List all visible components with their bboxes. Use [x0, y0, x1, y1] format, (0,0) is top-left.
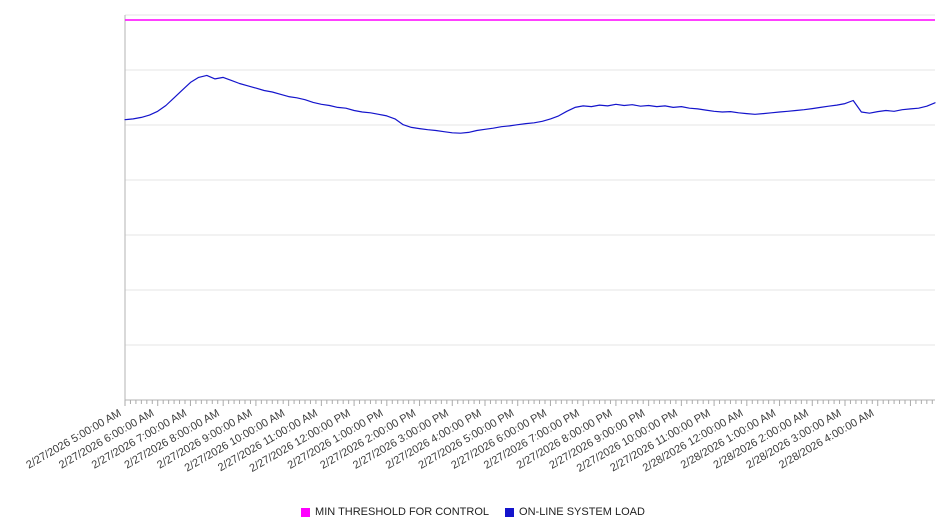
chart-legend: MIN THRESHOLD FOR CONTROL ON-LINE SYSTEM… — [0, 506, 946, 518]
load-chart-plot: 2/27/2026 5:00:00 AM2/27/2026 6:00:00 AM… — [24, 14, 936, 475]
gridlines — [125, 14, 935, 401]
x-axis-labels: 2/27/2026 5:00:00 AM2/27/2026 6:00:00 AM… — [24, 407, 876, 475]
legend-swatch-online-system-load-icon — [505, 507, 515, 517]
legend-label-min-threshold: MIN THRESHOLD FOR CONTROL — [315, 506, 490, 518]
legend-item-min-threshold[interactable]: MIN THRESHOLD FOR CONTROL — [301, 506, 489, 518]
axes — [124, 15, 935, 401]
online-system-load-line — [124, 74, 936, 134]
legend-item-online-system-load[interactable]: ON-LINE SYSTEM LOAD — [505, 506, 645, 518]
legend-label-online-system-load: ON-LINE SYSTEM LOAD — [519, 506, 645, 518]
legend-swatch-min-threshold-icon — [301, 507, 311, 517]
x-axis-ticks — [124, 400, 933, 406]
